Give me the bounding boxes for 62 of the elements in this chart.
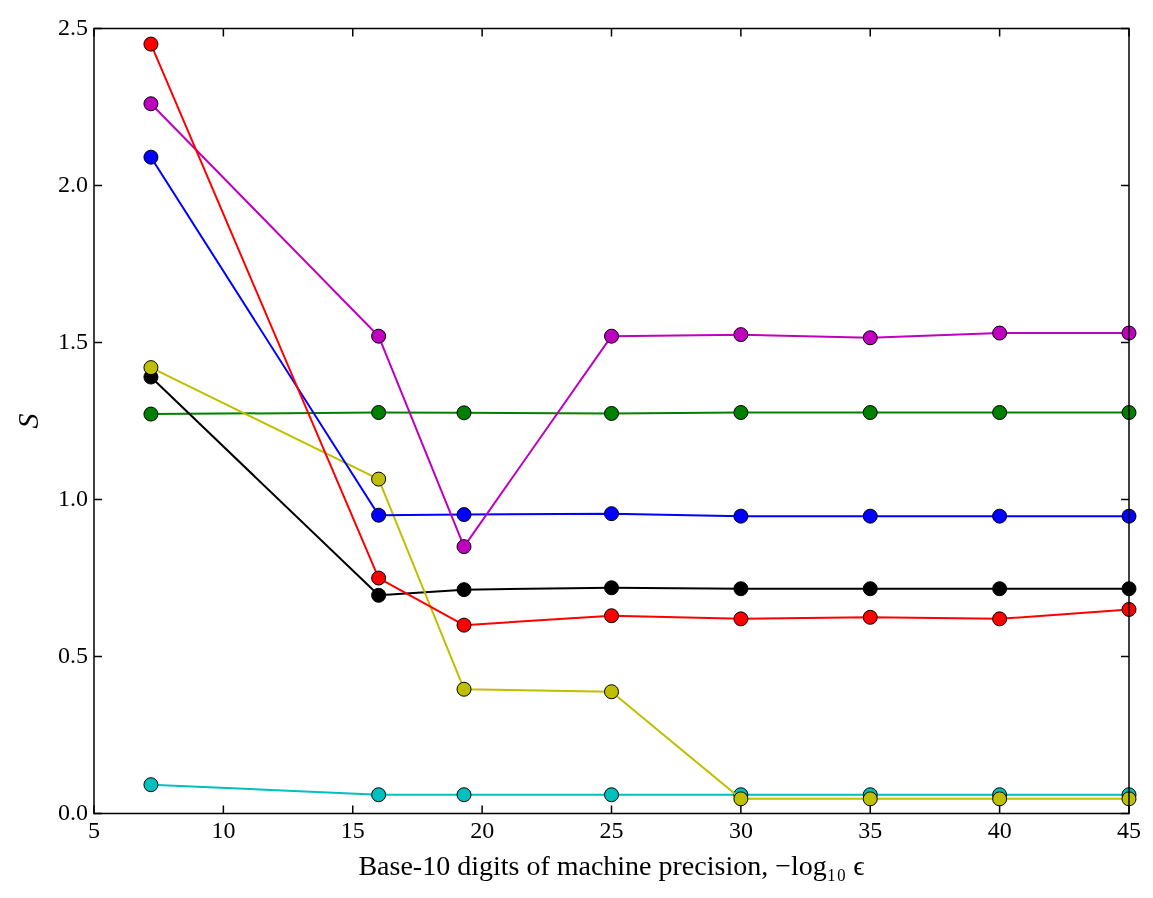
point	[733, 611, 749, 627]
point	[456, 787, 472, 803]
x-tick-label: 40	[987, 817, 1012, 844]
x-tick-label: 30	[728, 817, 753, 844]
point	[604, 506, 619, 522]
x-tick-label: 20	[470, 817, 495, 844]
point	[143, 406, 159, 422]
point	[143, 777, 159, 793]
point	[456, 507, 472, 523]
point	[733, 791, 749, 807]
point	[456, 539, 472, 555]
point	[992, 405, 1008, 421]
point	[604, 328, 619, 344]
point	[862, 581, 878, 597]
point	[456, 617, 472, 633]
point	[371, 328, 387, 344]
y-tick-label: 1.5	[58, 327, 88, 354]
point	[143, 149, 159, 165]
point	[456, 582, 472, 598]
x-tick-label: 10	[211, 817, 236, 844]
x-tick-label: 25	[599, 817, 624, 844]
x-tick-label: 45	[1117, 817, 1141, 844]
point	[733, 405, 749, 421]
point	[371, 507, 387, 523]
point	[862, 609, 878, 625]
x-tick-label: 15	[340, 817, 365, 844]
point	[604, 405, 619, 421]
y-tick-label: 2.0	[58, 170, 88, 197]
point	[456, 681, 472, 697]
point	[371, 570, 387, 586]
point	[992, 325, 1008, 341]
point	[992, 791, 1008, 807]
point	[862, 405, 878, 421]
point	[371, 787, 387, 803]
point	[456, 405, 472, 421]
point	[992, 508, 1008, 524]
point	[143, 360, 159, 376]
point	[604, 580, 619, 596]
point	[604, 608, 619, 624]
point	[143, 36, 159, 52]
x-axis-title: Base-10 digits of machine precision, −log₁₀ ϵ	[358, 849, 865, 881]
point	[862, 508, 878, 524]
point	[143, 96, 159, 112]
point	[992, 581, 1008, 597]
point	[992, 611, 1008, 627]
point	[862, 330, 878, 346]
point	[371, 587, 387, 603]
point	[733, 508, 749, 524]
x-tick-label: 5	[88, 817, 100, 844]
y-tick-label: 2.5	[58, 13, 88, 40]
point	[604, 684, 619, 700]
point	[604, 787, 619, 803]
y-tick-label: 1.0	[58, 484, 88, 511]
y-axis-title: S	[10, 413, 44, 429]
point	[733, 581, 749, 597]
y-tick-label: 0.0	[58, 798, 88, 825]
point	[733, 327, 749, 343]
point	[371, 405, 387, 421]
point	[371, 471, 387, 487]
y-tick-label: 0.5	[58, 641, 88, 668]
x-tick-label: 35	[858, 817, 883, 844]
point	[862, 791, 878, 807]
